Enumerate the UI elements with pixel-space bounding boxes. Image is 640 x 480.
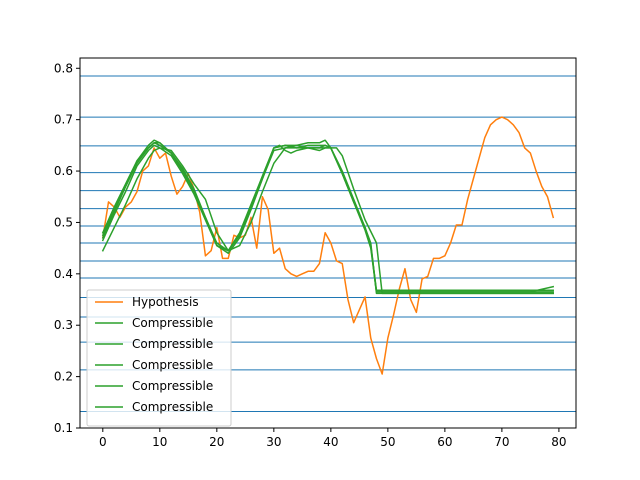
- x-tick-label: 0: [99, 435, 107, 449]
- series-lines: [101, 116, 555, 375]
- series-line-compressible-5: [101, 142, 554, 292]
- y-tick-label: 0.5: [54, 215, 73, 229]
- legend-box: [86, 289, 232, 427]
- y-tick-label: 0.7: [54, 113, 73, 127]
- plot-frame: [79, 57, 577, 429]
- y-tick-label: 0.8: [54, 61, 73, 75]
- legend-label: Hypothesis: [132, 295, 199, 309]
- legend-label: Compressible: [132, 337, 213, 351]
- y-tick-label: 0.1: [54, 421, 73, 435]
- x-axis: 0 10 20 30 40 50 60 70 80: [99, 428, 567, 449]
- y-tick-label: 0.4: [54, 267, 73, 281]
- legend-label: Compressible: [132, 316, 213, 330]
- x-tick-label: 70: [494, 435, 509, 449]
- y-tick-label: 0.2: [54, 370, 73, 384]
- legend: Hypothesis Compressible Compressible Compre…: [86, 289, 232, 427]
- legend-label: Compressible: [132, 358, 213, 372]
- x-tick-label: 40: [323, 435, 338, 449]
- x-tick-label: 80: [551, 435, 566, 449]
- x-tick-label: 10: [152, 435, 167, 449]
- legend-label: Compressible: [132, 379, 213, 393]
- y-tick-label: 0.3: [54, 318, 73, 332]
- x-tick-label: 50: [380, 435, 395, 449]
- legend-label: Compressible: [132, 400, 213, 414]
- series-line-compressible-4: [101, 147, 554, 295]
- x-tick-label: 20: [209, 435, 224, 449]
- y-tick-label: 0.6: [54, 164, 73, 178]
- series-line-hypothesis-0: [101, 116, 555, 375]
- x-tick-label: 60: [437, 435, 452, 449]
- x-tick-label: 30: [266, 435, 281, 449]
- y-axis: 0.1 0.2 0.3 0.4 0.5 0.6 0.7 0.8: [54, 61, 80, 435]
